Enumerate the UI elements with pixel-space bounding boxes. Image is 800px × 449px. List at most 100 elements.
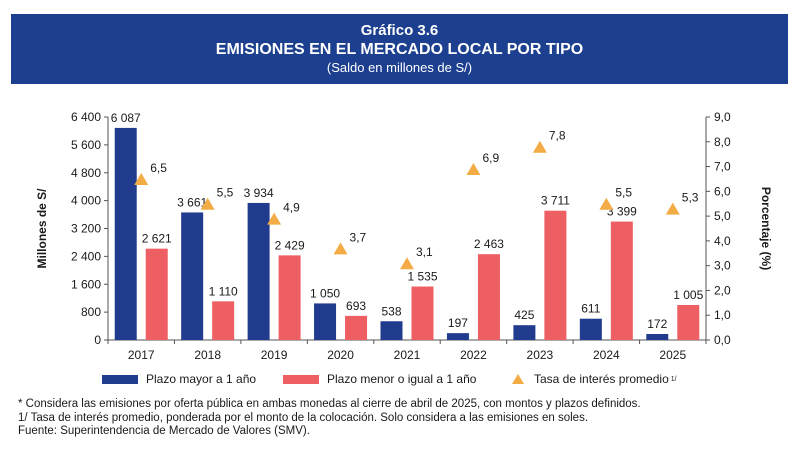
chart-subtitle: (Saldo en millones de S/) <box>326 60 473 75</box>
chart-number: Gráfico 3.6 <box>360 22 439 39</box>
rate-label: 6,9 <box>482 151 499 165</box>
bar-long-term <box>247 202 270 340</box>
rate-label: 5,5 <box>217 186 234 200</box>
y2-tick-label: 3,0 <box>714 259 731 273</box>
y2-tick-label: 2,0 <box>714 283 731 297</box>
bar-long-term <box>181 212 204 340</box>
legend-item-long-term: Plazo mayor a 1 año <box>102 372 256 386</box>
bar-label-long-term: 611 <box>581 302 600 316</box>
rate-marker <box>267 212 282 225</box>
y2-tick-label: 8,0 <box>714 135 731 149</box>
y-tick-label: 4 800 <box>71 166 101 180</box>
y2-tick-label: 1,0 <box>714 308 731 322</box>
bar-label-short-term: 2 463 <box>474 237 504 251</box>
bar-short-term <box>477 254 500 340</box>
rate-label: 3,1 <box>416 245 433 259</box>
legend-item-interest-rate: Tasa de interés promedio 1/ <box>510 372 677 386</box>
note-interest-rate: 1/ Tasa de interés promedio, ponderada p… <box>18 411 589 424</box>
bar-short-term <box>544 210 567 340</box>
x-tick-label: 2019 <box>261 348 288 362</box>
y2-tick-label: 5,0 <box>714 209 731 223</box>
bar-label-short-term: 1 005 <box>673 288 703 302</box>
rate-marker <box>532 140 547 153</box>
bar-label-long-term: 538 <box>381 304 401 318</box>
y-tick-label: 3 200 <box>71 222 101 236</box>
bar-short-term <box>610 221 633 340</box>
x-tick-label: 2025 <box>659 348 686 362</box>
y-tick-label: 4 000 <box>71 194 101 208</box>
legend-triangle-icon <box>512 374 524 384</box>
x-tick-label: 2023 <box>527 348 554 362</box>
legend-item-short-term: Plazo menor o igual a 1 año <box>283 372 476 386</box>
bar-short-term <box>345 315 368 340</box>
bar-label-short-term: 1 535 <box>407 270 437 284</box>
chart-legend: Plazo mayor a 1 año Plazo menor o igual … <box>0 372 800 388</box>
rate-marker <box>466 163 481 176</box>
y-tick-label: 6 400 <box>71 110 101 124</box>
x-tick-label: 2017 <box>128 348 155 362</box>
bar-label-long-term: 3 934 <box>244 186 274 200</box>
chart-notes: * Considera las emisiones por oferta púb… <box>18 398 641 439</box>
x-tick-label: 2024 <box>593 348 620 362</box>
bar-label-long-term: 197 <box>448 316 468 330</box>
bar-label-long-term: 425 <box>514 308 534 322</box>
x-tick-label: 2021 <box>394 348 421 362</box>
y-tick-label: 0 <box>94 333 101 347</box>
bar-long-term <box>513 325 536 340</box>
y2-tick-label: 7,0 <box>714 160 731 174</box>
legend-label-long-term: Plazo mayor a 1 año <box>146 372 257 386</box>
y2-tick-label: 6,0 <box>714 184 731 198</box>
rate-label: 4,9 <box>283 201 300 215</box>
rate-marker <box>599 197 614 210</box>
y2-tick-label: 9,0 <box>714 110 731 124</box>
bar-long-term <box>114 127 137 340</box>
chart-plot: 0 800 1 600 2 400 3 200 4 000 4 800 5 600 6 400 0… <box>35 110 773 362</box>
chart-header: Gráfico 3.6 EMISIONES EN EL MERCADO LOCA… <box>11 14 788 84</box>
bar-label-long-term: 6 087 <box>111 111 141 125</box>
bar-short-term <box>145 248 168 340</box>
bar-short-term <box>677 304 700 340</box>
bar-label-long-term: 3 661 <box>177 195 207 209</box>
rate-label: 5,3 <box>682 191 699 205</box>
legend-swatch-long-term <box>102 374 138 384</box>
bar-long-term <box>314 303 337 340</box>
x-tick-label: 2022 <box>460 348 487 362</box>
rate-label: 6,5 <box>150 161 167 175</box>
bar-long-term <box>579 318 602 340</box>
bar-short-term <box>411 286 434 340</box>
rate-marker <box>665 202 680 215</box>
x-tick-label: 2018 <box>194 348 221 362</box>
bar-label-short-term: 2 621 <box>142 232 172 246</box>
rate-marker <box>400 257 414 270</box>
rate-label: 3,7 <box>350 230 367 244</box>
bar-label-short-term: 693 <box>346 299 366 313</box>
chart-title: EMISIONES EN EL MERCADO LOCAL POR TIPO <box>215 41 584 58</box>
y2-tick-label: 0,0 <box>714 333 731 347</box>
legend-swatch-short-term <box>283 374 319 384</box>
bar-label-short-term: 2 429 <box>275 238 305 252</box>
bar-label-long-term: 172 <box>647 317 667 331</box>
bar-long-term <box>446 333 469 340</box>
y-tick-label: 2 400 <box>71 249 101 263</box>
rate-marker <box>134 172 149 185</box>
legend-footnote-mark: 1/ <box>670 375 677 383</box>
x-tick-label: 2020 <box>327 348 354 362</box>
rate-label: 7,8 <box>549 129 566 143</box>
y-tick-label: 1 600 <box>71 277 101 291</box>
y2-axis-title: Porcentaje (%) <box>759 187 773 270</box>
bar-long-term <box>646 334 669 340</box>
bar-long-term <box>380 321 403 340</box>
bar-short-term <box>278 255 301 340</box>
legend-label-short-term: Plazo menor o igual a 1 año <box>327 372 477 386</box>
note-coverage: * Considera las emisiones por oferta púb… <box>18 398 641 410</box>
bar-label-short-term: 3 399 <box>607 205 637 219</box>
y-tick-label: 800 <box>81 305 101 319</box>
y-tick-label: 5 600 <box>71 138 101 152</box>
legend-label-interest-rate: Tasa de interés promedio <box>534 372 669 386</box>
bar-short-term <box>212 301 235 340</box>
bar-label-short-term: 1 110 <box>209 284 238 298</box>
bar-label-long-term: 1 050 <box>310 286 340 300</box>
bar-label-short-term: 3 711 <box>541 194 570 208</box>
rate-marker <box>200 197 215 210</box>
note-source: Fuente: Superintendencia de Mercado de V… <box>18 425 310 437</box>
